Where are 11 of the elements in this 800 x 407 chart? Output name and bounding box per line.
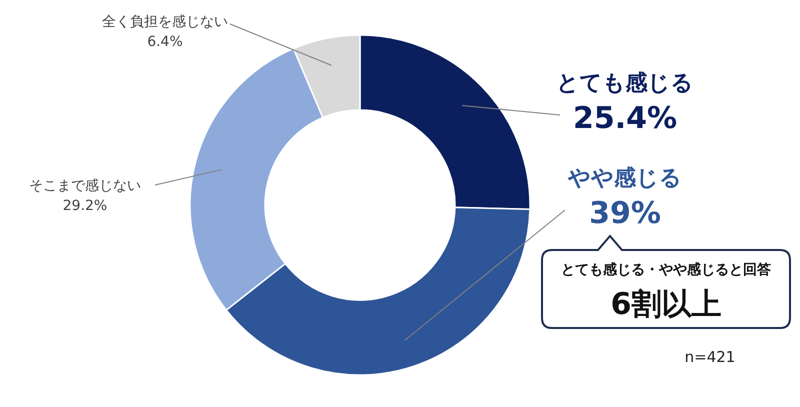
text: とても感じる・やや感じると回答 — [561, 262, 771, 278]
slice-label: そこまで感じない — [29, 178, 141, 194]
data-label: 6.4% — [147, 34, 183, 50]
data-label: 25.4% — [572, 101, 678, 136]
text: 6割以上 — [610, 287, 722, 322]
slice-label: とても感じる — [556, 71, 694, 96]
text: n=421 — [684, 348, 736, 366]
slice-label: やや感じる — [567, 166, 682, 191]
data-label: 39% — [589, 196, 661, 231]
data-label: 29.2% — [62, 198, 108, 214]
slice-label: 全く負担を感じない — [102, 14, 228, 30]
